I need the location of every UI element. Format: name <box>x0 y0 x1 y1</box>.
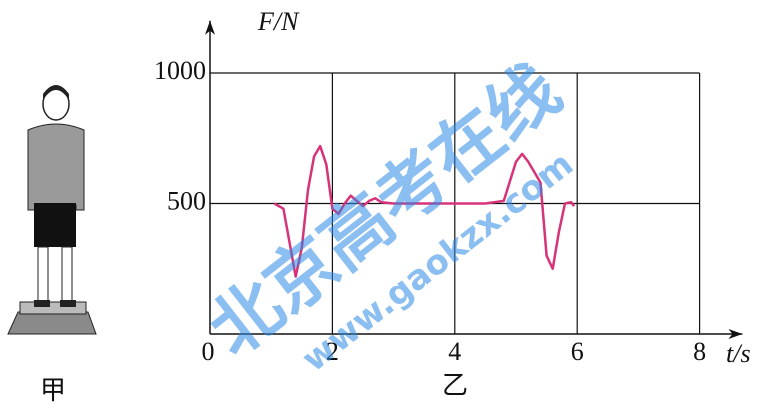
person-on-scale <box>8 85 96 334</box>
figure: 甲 乙 F/N t/s 024685001000 北京高考在线 www.gaok… <box>0 0 758 411</box>
x-tick-label: 6 <box>571 337 584 366</box>
x-tick-label: 4 <box>448 337 461 366</box>
caption-right: 乙 <box>442 371 468 400</box>
x-tick-label: 0 <box>202 337 215 366</box>
caption-left: 甲 <box>40 376 66 405</box>
y-tick-label: 500 <box>167 186 206 215</box>
x-axis-label: t/s <box>726 339 751 368</box>
x-tick-label: 8 <box>693 337 706 366</box>
y-axis-label: F/N <box>257 7 300 36</box>
y-tick-label: 1000 <box>154 56 206 85</box>
